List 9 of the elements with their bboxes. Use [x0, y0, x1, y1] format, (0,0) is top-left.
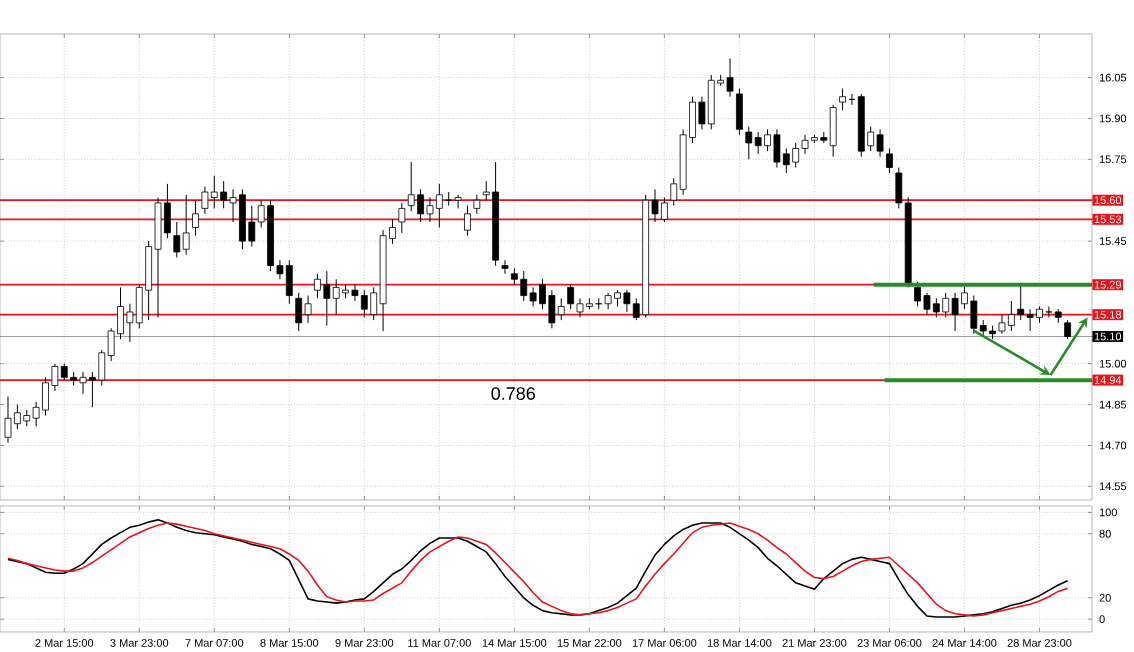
- candlestick: [473, 194, 481, 215]
- candlestick: [192, 199, 199, 237]
- candlestick: [464, 205, 471, 237]
- candlestick: [454, 194, 462, 209]
- candlestick: [886, 147, 893, 174]
- candlestick: [501, 259, 509, 275]
- annotation: 0.786: [491, 387, 535, 400]
- candlestick: [736, 87, 743, 136]
- candlestick: [398, 202, 406, 234]
